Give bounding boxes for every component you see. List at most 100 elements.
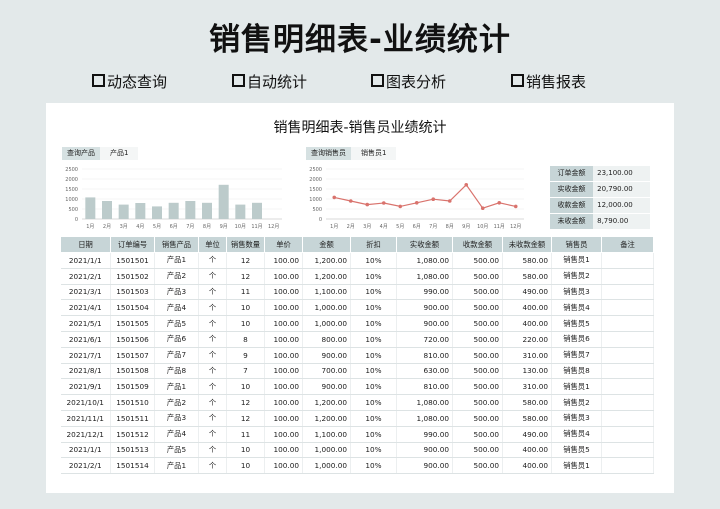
table-cell[interactable]: 580.00 <box>502 268 552 285</box>
table-cell[interactable] <box>601 442 654 459</box>
table-cell[interactable]: 销售员1 <box>551 378 602 396</box>
table-cell[interactable]: 130.00 <box>502 363 552 380</box>
column-header[interactable]: 销售产品 <box>154 236 199 253</box>
table-cell[interactable]: 1501509 <box>110 378 155 396</box>
table-cell[interactable]: 个 <box>198 442 227 459</box>
table-cell[interactable]: 销售员6 <box>551 331 602 348</box>
table-cell[interactable]: 900.00 <box>396 315 453 332</box>
table-cell[interactable]: 500.00 <box>452 299 503 317</box>
table-cell[interactable]: 销售员4 <box>551 299 602 317</box>
table-cell[interactable]: 销售员8 <box>551 363 602 380</box>
table-cell[interactable]: 2021/11/1 <box>60 410 111 427</box>
product-filter-value[interactable]: 产品1 <box>100 147 139 160</box>
table-cell[interactable]: 销售员1 <box>551 252 602 269</box>
table-cell[interactable]: 10% <box>350 268 397 285</box>
table-cell[interactable]: 580.00 <box>502 394 552 411</box>
table-cell[interactable]: 400.00 <box>502 457 552 475</box>
table-cell[interactable]: 1,200.00 <box>302 394 351 411</box>
table-cell[interactable]: 500.00 <box>452 394 503 411</box>
table-cell[interactable]: 个 <box>198 378 227 396</box>
column-header[interactable]: 销售数量 <box>226 236 265 253</box>
table-cell[interactable]: 400.00 <box>502 299 552 317</box>
table-cell[interactable]: 产品2 <box>154 394 199 411</box>
table-cell[interactable]: 产品2 <box>154 268 199 285</box>
table-cell[interactable]: 2021/8/1 <box>60 363 111 380</box>
table-cell[interactable]: 500.00 <box>452 363 503 380</box>
table-cell[interactable]: 产品7 <box>154 347 199 364</box>
seller-filter-value[interactable]: 销售员1 <box>351 147 397 160</box>
table-cell[interactable]: 销售员7 <box>551 347 602 364</box>
column-header[interactable]: 备注 <box>601 236 654 253</box>
table-cell[interactable] <box>601 426 654 443</box>
table-cell[interactable]: 2021/9/1 <box>60 378 111 396</box>
table-cell[interactable]: 1501504 <box>110 299 155 317</box>
table-cell[interactable]: 900.00 <box>302 378 351 396</box>
table-cell[interactable]: 220.00 <box>502 331 552 348</box>
table-cell[interactable]: 产品3 <box>154 284 199 301</box>
table-cell[interactable]: 1501513 <box>110 442 155 459</box>
table-cell[interactable]: 490.00 <box>502 284 552 301</box>
table-cell[interactable]: 1501512 <box>110 426 155 443</box>
table-cell[interactable]: 490.00 <box>502 426 552 443</box>
table-cell[interactable]: 1,200.00 <box>302 410 351 427</box>
table-cell[interactable]: 12 <box>226 268 265 285</box>
table-cell[interactable]: 1,080.00 <box>396 410 453 427</box>
table-cell[interactable]: 产品4 <box>154 426 199 443</box>
table-cell[interactable] <box>601 394 654 411</box>
table-cell[interactable]: 2021/5/1 <box>60 315 111 332</box>
table-cell[interactable]: 销售员3 <box>551 284 602 301</box>
table-cell[interactable]: 720.00 <box>396 331 453 348</box>
table-cell[interactable]: 销售员5 <box>551 315 602 332</box>
table-cell[interactable] <box>601 363 654 380</box>
table-cell[interactable]: 1501502 <box>110 268 155 285</box>
table-cell[interactable]: 个 <box>198 252 227 269</box>
table-cell[interactable]: 1501511 <box>110 410 155 427</box>
table-cell[interactable]: 100.00 <box>264 252 303 269</box>
table-cell[interactable]: 100.00 <box>264 410 303 427</box>
table-cell[interactable]: 个 <box>198 299 227 317</box>
table-cell[interactable]: 2021/6/1 <box>60 331 111 348</box>
table-cell[interactable]: 900.00 <box>302 347 351 364</box>
table-cell[interactable]: 1,100.00 <box>302 426 351 443</box>
table-cell[interactable]: 990.00 <box>396 284 453 301</box>
table-cell[interactable]: 10% <box>350 442 397 459</box>
table-cell[interactable] <box>601 284 654 301</box>
table-cell[interactable] <box>601 268 654 285</box>
table-cell[interactable]: 10% <box>350 457 397 475</box>
table-cell[interactable]: 销售员4 <box>551 426 602 443</box>
table-cell[interactable]: 10% <box>350 426 397 443</box>
table-cell[interactable]: 10% <box>350 347 397 364</box>
table-cell[interactable]: 1,000.00 <box>302 442 351 459</box>
table-cell[interactable]: 1501507 <box>110 347 155 364</box>
table-cell[interactable] <box>601 410 654 427</box>
table-cell[interactable]: 1501503 <box>110 284 155 301</box>
table-cell[interactable]: 1501501 <box>110 252 155 269</box>
table-cell[interactable]: 个 <box>198 410 227 427</box>
table-cell[interactable]: 销售员2 <box>551 394 602 411</box>
table-cell[interactable]: 900.00 <box>396 442 453 459</box>
column-header[interactable]: 折扣 <box>350 236 397 253</box>
table-cell[interactable]: 100.00 <box>264 394 303 411</box>
table-cell[interactable]: 990.00 <box>396 426 453 443</box>
table-cell[interactable] <box>601 299 654 317</box>
table-cell[interactable]: 个 <box>198 331 227 348</box>
column-header[interactable]: 销售员 <box>551 236 602 253</box>
table-cell[interactable]: 10% <box>350 299 397 317</box>
table-cell[interactable]: 销售员2 <box>551 268 602 285</box>
table-cell[interactable] <box>601 457 654 475</box>
table-cell[interactable]: 10% <box>350 284 397 301</box>
column-header[interactable]: 收款金额 <box>452 236 503 253</box>
table-cell[interactable]: 310.00 <box>502 378 552 396</box>
table-cell[interactable]: 500.00 <box>452 284 503 301</box>
table-cell[interactable]: 2021/2/1 <box>60 268 111 285</box>
table-cell[interactable]: 1501510 <box>110 394 155 411</box>
table-cell[interactable]: 900.00 <box>396 299 453 317</box>
table-cell[interactable]: 10 <box>226 299 265 317</box>
table-cell[interactable]: 580.00 <box>502 410 552 427</box>
table-cell[interactable]: 个 <box>198 363 227 380</box>
table-cell[interactable]: 个 <box>198 457 227 475</box>
table-cell[interactable]: 销售员5 <box>551 442 602 459</box>
table-cell[interactable]: 100.00 <box>264 457 303 475</box>
table-cell[interactable]: 10 <box>226 442 265 459</box>
table-cell[interactable]: 个 <box>198 347 227 364</box>
